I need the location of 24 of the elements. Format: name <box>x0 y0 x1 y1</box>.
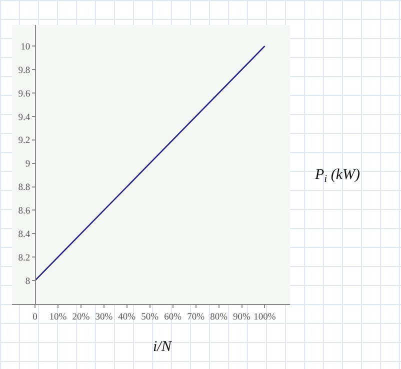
y-tick-label: 10 <box>20 42 30 52</box>
y-axis-title: P$_{i}$ (kW) <box>314 167 360 186</box>
y-tick-label: 9.4 <box>18 112 30 123</box>
y-tick-label: 9.6 <box>18 89 30 100</box>
y-tick-label: 9 <box>25 160 30 170</box>
y-tick-label: 8.2 <box>18 253 30 264</box>
x-tick-label: 80% <box>210 312 228 322</box>
x-tick-label: 90% <box>233 312 251 322</box>
x-axis-title: i/N <box>153 339 172 355</box>
x-tick-label: 60% <box>164 312 182 322</box>
x-tick-label: 40% <box>118 312 136 322</box>
y-tick-label: 8.8 <box>18 183 30 194</box>
y-tick-label: 9.8 <box>18 66 30 76</box>
x-tick-label: 100% <box>254 312 276 322</box>
x-tick-label: 50% <box>141 312 159 322</box>
y-tick-label: 8 <box>25 276 30 287</box>
x-tick-label: 70% <box>187 312 205 322</box>
x-tick-label: 10% <box>49 312 67 322</box>
x-tick-label: 20% <box>72 312 90 322</box>
x-tick-label: 30% <box>95 312 113 322</box>
x-tick-label: 0 <box>32 312 38 322</box>
y-tick-label: 8.4 <box>18 230 30 240</box>
y-tick-label: 8.6 <box>18 206 30 217</box>
y-tick-label: 9.2 <box>18 136 30 146</box>
